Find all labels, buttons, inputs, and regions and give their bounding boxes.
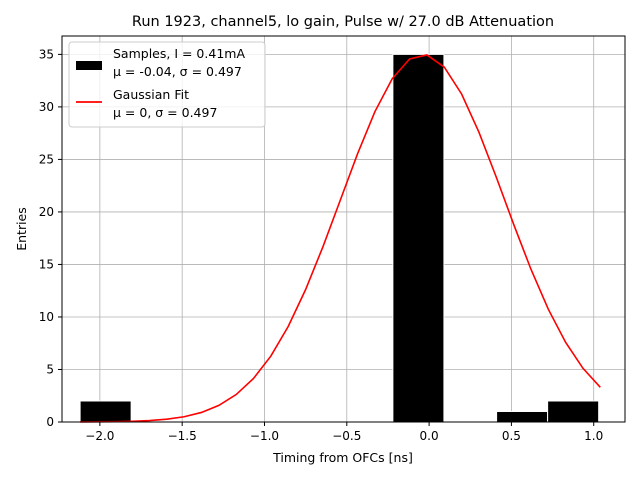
legend-fit-line1: Gaussian Fit (113, 87, 189, 102)
y-tick-label: 15 (39, 257, 54, 271)
legend-samples-line2: μ = -0.04, σ = 0.497 (113, 64, 242, 79)
histogram-bar (392, 53, 445, 423)
x-tick-label: 1.0 (584, 429, 603, 443)
x-axis-ticks: −2.0 −1.5 −1.0 −0.5 0.0 0.5 1.0 (85, 422, 603, 443)
x-tick-label: −1.5 (168, 429, 197, 443)
legend-fit-line2: μ = 0, σ = 0.497 (113, 105, 217, 120)
histogram-bars (79, 53, 600, 423)
y-tick-label: 35 (39, 47, 54, 61)
y-tick-label: 25 (39, 152, 54, 166)
plot-frame (61, 35, 626, 423)
y-tick-label: 30 (39, 100, 54, 114)
y-tick-label: 5 (46, 362, 54, 376)
gaussian-fit (80, 54, 601, 423)
x-tick-label: −0.5 (332, 429, 361, 443)
legend: Samples, I = 0.41mA μ = -0.04, σ = 0.497… (68, 41, 266, 128)
chart-title: Run 1923, channel5, lo gain, Pulse w/ 27… (132, 14, 554, 30)
y-tick-label: 10 (39, 310, 54, 324)
histogram-bar (547, 400, 600, 423)
x-tick-label: 0.0 (420, 429, 439, 443)
gaussian-fit-line (80, 54, 601, 423)
x-tick-label: −1.0 (250, 429, 279, 443)
y-tick-label: 20 (39, 205, 54, 219)
y-axis-label: Entries (14, 207, 29, 251)
x-axis-label: Timing from OFCs [ns] (272, 450, 413, 465)
y-tick-label: 0 (46, 415, 54, 429)
histogram-bar (79, 400, 132, 423)
legend-box (68, 41, 266, 128)
legend-swatch-samples (76, 61, 102, 70)
legend-samples-line1: Samples, I = 0.41mA (113, 46, 245, 61)
x-tick-label: −2.0 (85, 429, 114, 443)
y-axis-ticks: 0 5 10 15 20 25 30 35 (39, 47, 62, 429)
histogram-bar (496, 410, 549, 423)
x-tick-label: 0.5 (502, 429, 521, 443)
